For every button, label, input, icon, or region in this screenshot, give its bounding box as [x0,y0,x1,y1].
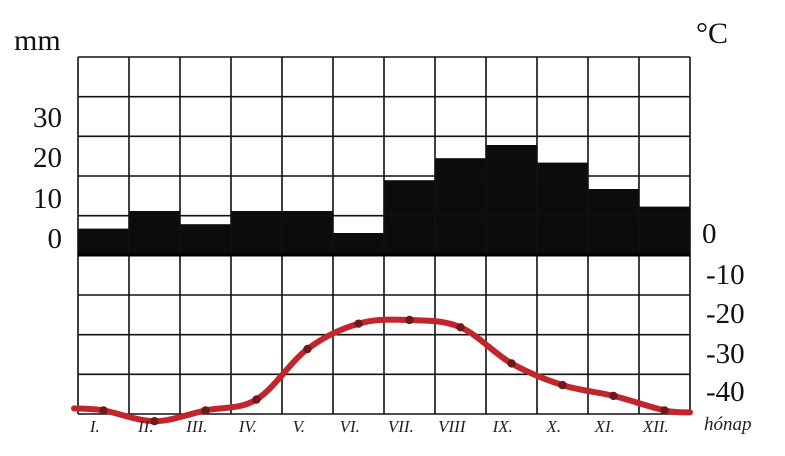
axis-ticks: 0 10 20 30 0 -10 -20 -30 -40 [33,102,745,408]
precip-bar [486,145,538,255]
temp-unit-label: °C [696,17,728,50]
temperature-point [252,395,261,404]
precip-unit-label: mm [14,24,61,57]
month-label: XII. [642,417,669,436]
temperature-point [303,344,312,354]
x-axis-label: hónap [704,414,752,435]
precip-bar [384,180,436,255]
precip-bar [639,206,691,255]
temperature-point [507,359,516,368]
month-label: X. [545,417,561,436]
temperature-point [405,315,414,325]
precip-bar [537,162,589,255]
precip-bar [333,233,385,255]
precip-tick-label: 10 [33,183,62,215]
temp-tick-label: -20 [706,298,745,330]
temperature-point [201,406,210,415]
precip-tick-label: 30 [33,102,62,134]
temperature-point [456,323,465,332]
month-label: IV. [238,417,258,436]
temp-tick-label: -10 [706,259,745,291]
precip-tick-label: 20 [33,142,62,174]
precip-bar [282,211,334,255]
precip-bar [435,158,487,255]
month-label: IX. [492,417,513,436]
month-label: III. [185,417,207,436]
month-label: I. [89,417,100,436]
month-label: V. [293,417,306,436]
precip-bar [588,189,640,255]
temperature-point [558,380,567,390]
month-label: XI. [594,417,615,436]
month-label: VI. [340,417,360,436]
temp-tick-label: -40 [706,376,745,408]
precip-bar [78,228,130,255]
temperature-point [354,319,363,328]
temperature-point [660,406,669,415]
precip-bar [231,211,283,255]
temperature-line [71,315,693,426]
month-label: VIII [438,417,467,436]
precipitation-bars [78,145,691,255]
temperature-point [609,391,618,401]
temperature-point [150,417,159,426]
month-label: II. [137,417,154,436]
temperature-point [99,406,108,415]
precip-tick-label: 0 [48,223,63,255]
temp-tick-label: 0 [702,218,717,250]
precip-bar [180,224,232,255]
chart-grid [77,56,691,415]
temperature-curve [71,316,693,425]
precip-bar [129,211,181,255]
temp-tick-label: -30 [706,338,745,370]
month-labels: I. II. III. IV. V. VI. VII. VIII IX. X. XI. XII. [89,417,669,436]
month-label: VII. [388,417,414,436]
